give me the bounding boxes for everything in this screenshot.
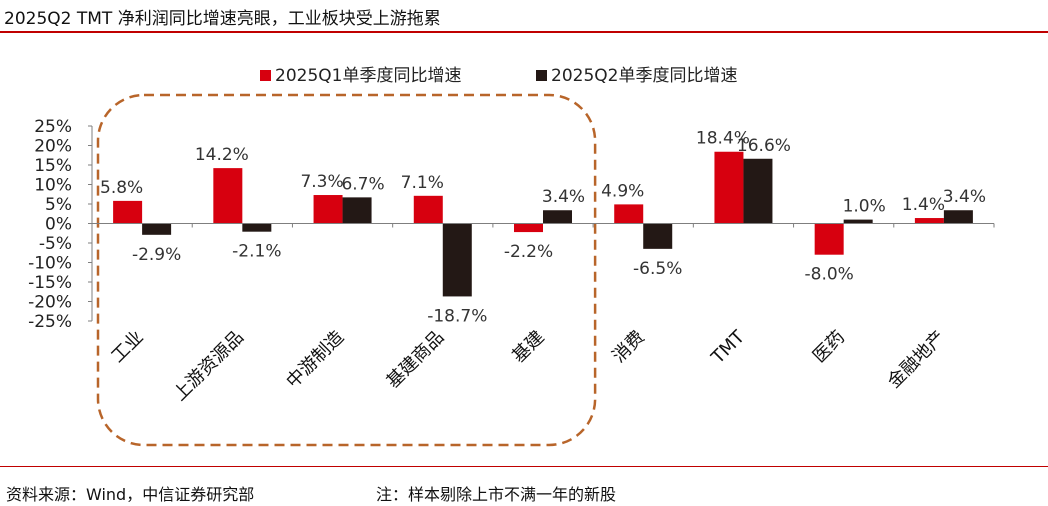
data-label: 7.1% (401, 173, 444, 193)
bar-q2 (943, 210, 973, 224)
y-tick-label: 25% (34, 117, 72, 137)
y-tick-label: 20% (34, 137, 72, 157)
data-label: 1.0% (843, 197, 886, 217)
data-label: 14.2% (195, 145, 249, 165)
x-tick-label: 医药 (809, 327, 849, 367)
data-label: 3.4% (542, 187, 585, 207)
bar-q1 (313, 195, 343, 224)
x-tick-label: 中游制造 (282, 327, 348, 393)
bar-q1 (113, 200, 143, 224)
data-label: 1.4% (902, 195, 945, 215)
y-tick-label: 0% (45, 215, 72, 235)
x-tick-label: 上游资源品 (169, 327, 247, 405)
bar-q2 (843, 219, 873, 224)
legend: 2025Q1单季度同比增速 2025Q2单季度同比增速 (260, 66, 737, 86)
bar-q2 (342, 197, 372, 224)
bar-q2 (743, 158, 773, 224)
y-tick-label: -10% (28, 254, 72, 274)
data-label: -2.2% (504, 242, 553, 262)
legend-swatch-2 (536, 70, 547, 81)
bar-q2 (242, 223, 272, 232)
y-tick-label: -20% (28, 293, 72, 313)
y-axis: 25%20%15%10%5%0%-5%-10%-15%-20%-25% (28, 117, 93, 332)
data-label: 16.6% (737, 136, 791, 156)
footer-divider (0, 466, 1048, 467)
highlight-dashed-box (96, 93, 597, 447)
highlight-box (96, 93, 597, 447)
data-label: -2.9% (132, 245, 181, 265)
data-label: -6.5% (633, 259, 682, 279)
y-tick-label: 5% (45, 195, 72, 215)
bar-q1 (614, 204, 644, 224)
x-tick-label: 消费 (608, 327, 648, 367)
data-label: 7.3% (300, 172, 343, 192)
sample-note: 注：样本剔除上市不满一年的新股 (376, 485, 617, 504)
y-tick-label: -15% (28, 273, 72, 293)
chart-title: 2025Q2 TMT 净利润同比增速亮眼，工业板块受上游拖累 (4, 9, 441, 29)
bar-q2 (543, 210, 572, 224)
title-divider (0, 31, 1048, 33)
y-tick-label: 15% (34, 156, 72, 176)
y-tick-label: -25% (28, 312, 72, 332)
y-tick-label: -5% (39, 234, 72, 254)
bar-q2 (643, 223, 673, 249)
legend-label-2: 2025Q2单季度同比增速 (551, 66, 737, 86)
bars (113, 151, 973, 297)
bar-q1 (514, 223, 543, 233)
bar-q1 (714, 151, 744, 224)
bar-chart: 2025Q1单季度同比增速 2025Q2单季度同比增速 25%20%15%10%5… (28, 66, 995, 447)
data-label: 4.9% (601, 181, 644, 201)
data-labels: 5.8% -2.9% 14.2% -2.1% 7.3%6.7% 7.1% -18.7% -2.… (100, 129, 986, 327)
x-tick-label: 基建 (508, 327, 548, 367)
data-label: -2.1% (232, 242, 281, 262)
x-tick-label: TMT (707, 326, 750, 369)
y-tick-label: 10% (34, 176, 72, 196)
bar-q1 (914, 218, 944, 224)
x-tick-label: 基建商品 (383, 327, 449, 393)
bar-q2 (442, 223, 472, 297)
x-tick-label: 金融地产 (884, 327, 950, 393)
bar-q2 (142, 223, 172, 235)
data-label: 5.8% (100, 178, 143, 198)
legend-swatch-1 (260, 70, 271, 81)
data-label: 18.4% (696, 129, 750, 149)
bar-q1 (814, 223, 844, 255)
data-label: 3.4% (943, 187, 986, 207)
x-tick-label: 工业 (107, 327, 147, 367)
legend-label-1: 2025Q1单季度同比增速 (275, 66, 461, 86)
bar-q1 (413, 195, 443, 224)
data-label: -8.0% (805, 265, 854, 285)
data-label: -18.7% (427, 306, 487, 326)
data-label: 6.7% (341, 174, 384, 194)
bar-q1 (213, 168, 243, 224)
source-note: 资料来源：Wind，中信证券研究部 (6, 485, 255, 504)
